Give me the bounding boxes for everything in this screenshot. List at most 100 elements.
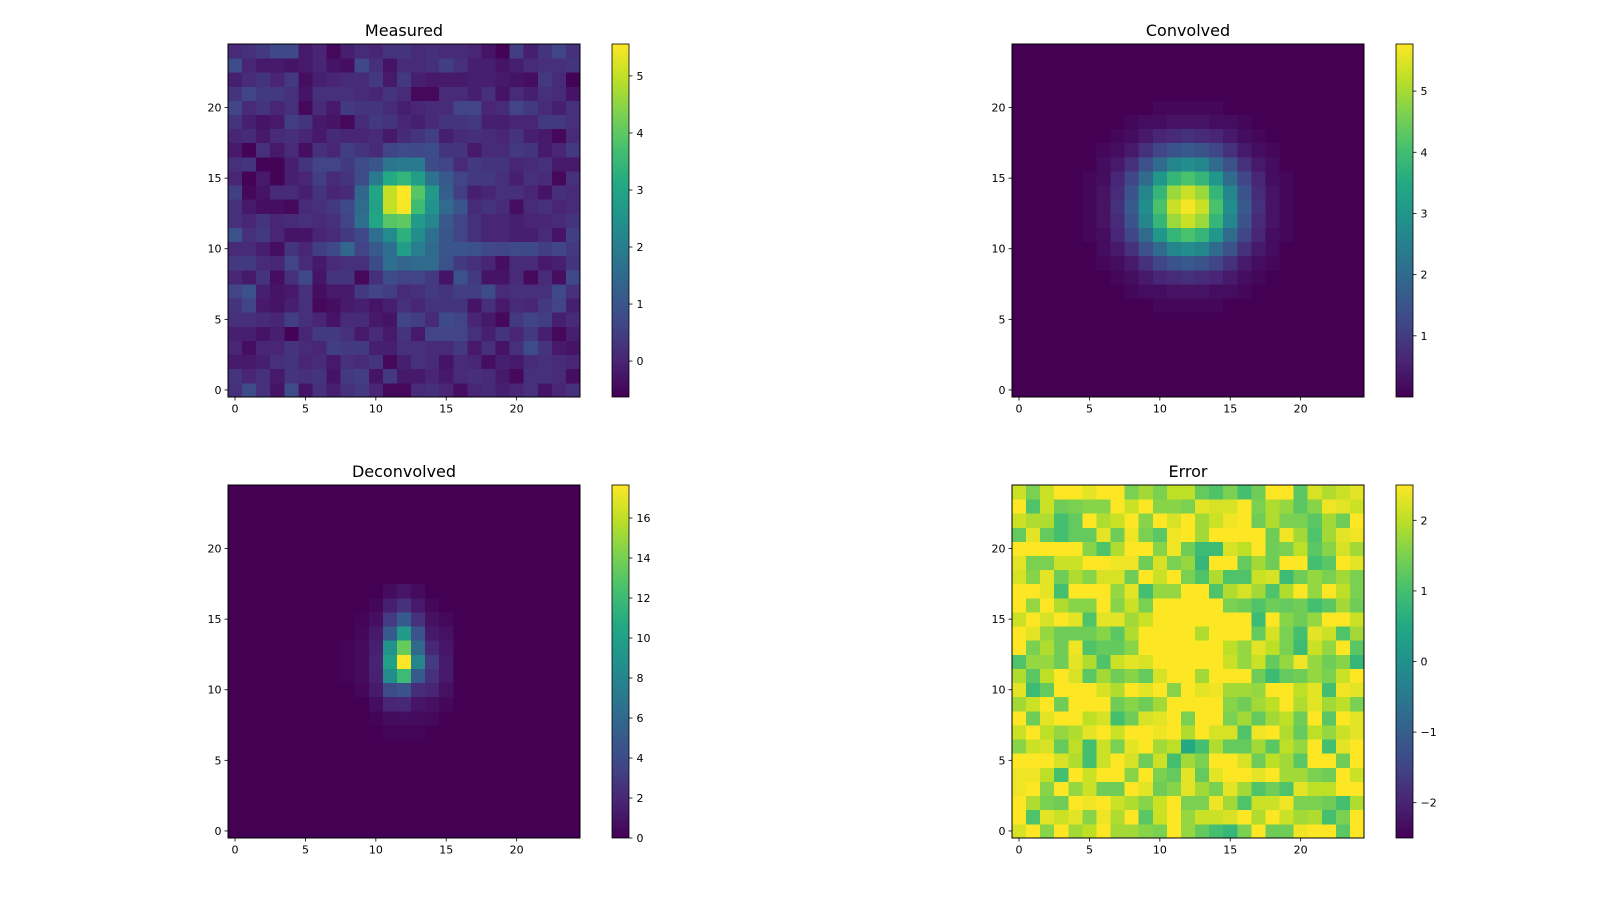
heatmap-cell	[439, 185, 454, 200]
heatmap-cell	[537, 527, 553, 542]
heatmap-cell	[1138, 340, 1154, 356]
heatmap-cell	[1124, 781, 1140, 797]
heatmap-cell	[425, 382, 440, 398]
heatmap-cell	[396, 612, 412, 627]
heatmap-cell	[1054, 72, 1069, 87]
heatmap-cell	[1096, 227, 1111, 243]
heatmap-cell	[1335, 227, 1351, 243]
heatmap-cell	[1237, 354, 1252, 370]
heatmap-cell	[242, 696, 257, 712]
heatmap-cell	[396, 527, 412, 542]
heatmap-cell	[467, 156, 482, 172]
heatmap-cell	[523, 485, 539, 500]
heatmap-cell	[1265, 340, 1280, 356]
heatmap-cell	[1138, 199, 1154, 214]
heatmap-cell	[1279, 682, 1294, 698]
heatmap-cell	[270, 753, 285, 768]
heatmap-cell	[1054, 86, 1069, 101]
heatmap-cell	[354, 696, 370, 712]
heatmap-cell	[1096, 682, 1111, 698]
heatmap-cell	[340, 527, 356, 542]
heatmap-cell	[1110, 781, 1126, 797]
heatmap-cell	[1293, 569, 1309, 585]
heatmap-cell	[1152, 626, 1168, 641]
heatmap-cell	[270, 485, 285, 500]
heatmap-cell	[382, 185, 398, 200]
heatmap-cell	[1054, 682, 1069, 698]
heatmap-cell	[1026, 156, 1041, 172]
heatmap-cell	[1124, 654, 1140, 669]
heatmap-cell	[1138, 597, 1154, 613]
heatmap-cell	[439, 485, 454, 500]
heatmap-cell	[284, 368, 299, 384]
heatmap-cell	[1237, 612, 1252, 627]
heatmap-cell	[453, 44, 468, 59]
heatmap-cell	[298, 86, 313, 101]
heatmap-cell	[1138, 541, 1154, 556]
heatmap-cell	[1293, 823, 1309, 839]
heatmap-cell	[1335, 72, 1351, 87]
heatmap-cell	[1195, 739, 1210, 754]
heatmap-cell	[439, 340, 454, 356]
heatmap-cell	[1166, 541, 1182, 556]
heatmap-cell	[1307, 368, 1323, 384]
heatmap-cell	[396, 284, 412, 299]
heatmap-cell	[242, 284, 257, 299]
heatmap-cell	[1180, 527, 1196, 542]
heatmap-cell	[411, 354, 426, 370]
heatmap-cell	[242, 597, 257, 613]
heatmap-cell	[312, 185, 327, 200]
heatmap-cell	[1321, 640, 1337, 655]
heatmap-cell	[242, 128, 257, 144]
heatmap-cell	[354, 583, 370, 599]
heatmap-cell	[1195, 340, 1210, 356]
heatmap-cell	[425, 128, 440, 144]
heatmap-cell	[1040, 312, 1055, 327]
heatmap-cell	[326, 668, 342, 684]
heatmap-cell	[1166, 171, 1182, 186]
heatmap-cell	[425, 541, 440, 556]
heatmap-cell	[1054, 753, 1069, 768]
heatmap-cell	[481, 725, 496, 740]
heatmap-cell	[439, 640, 454, 655]
heatmap-cell	[439, 354, 454, 370]
heatmap-cell	[1349, 284, 1365, 299]
heatmap-cell	[1335, 326, 1351, 341]
heatmap-cell	[1152, 696, 1168, 712]
heatmap-cell	[509, 541, 525, 556]
heatmap-cell	[523, 612, 539, 627]
heatmap-cell	[1152, 114, 1168, 130]
heatmap-cell	[1110, 753, 1126, 768]
heatmap-cell	[1124, 382, 1140, 398]
heatmap-cell	[1110, 326, 1126, 341]
heatmap-cell	[1279, 640, 1294, 655]
heatmap-cell	[1321, 569, 1337, 585]
heatmap-cell	[368, 809, 384, 825]
heatmap-cell	[1349, 640, 1365, 655]
heatmap-cell	[354, 781, 370, 797]
heatmap-cell	[396, 128, 412, 144]
heatmap-cell	[411, 255, 426, 271]
heatmap-cell	[1124, 284, 1140, 299]
heatmap-cell	[1180, 128, 1196, 144]
heatmap-cell	[453, 368, 468, 384]
heatmap-cell	[1054, 312, 1069, 327]
heatmap-cell	[368, 499, 384, 514]
heatmap-cell	[439, 213, 454, 228]
chart-title: Measured	[365, 21, 443, 40]
heatmap-cell	[354, 368, 370, 384]
heatmap-cell	[368, 753, 384, 768]
heatmap-cell	[523, 795, 539, 811]
heatmap-cell	[298, 541, 313, 556]
heatmap-cell	[1166, 255, 1182, 271]
heatmap-cell	[1279, 100, 1294, 115]
heatmap-cell	[354, 156, 370, 172]
heatmap-cell	[1082, 795, 1097, 811]
heatmap-cell	[1307, 710, 1323, 726]
heatmap-cell	[1335, 527, 1351, 542]
heatmap-cell	[411, 340, 426, 356]
heatmap-cell	[467, 710, 482, 726]
heatmap-cell	[354, 100, 370, 115]
heatmap-cell	[396, 156, 412, 172]
heatmap-cell	[1307, 513, 1323, 528]
